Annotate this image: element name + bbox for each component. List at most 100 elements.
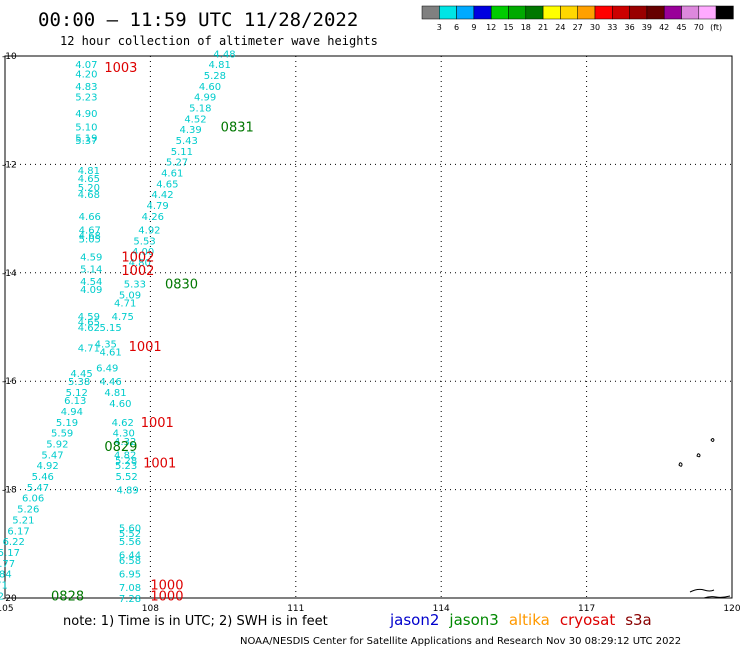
track-time-label: 1002 xyxy=(121,264,154,279)
colorbar-label: 33 xyxy=(607,23,617,32)
swh-value-label: 5.15 xyxy=(100,323,122,334)
swh-value-label: 5.20 xyxy=(78,183,100,194)
y-tick-label: -16 xyxy=(2,377,17,387)
swh-value-label: 6.13 xyxy=(64,396,86,407)
swh-value-label: 5.27 xyxy=(166,158,188,169)
swh-value-label: 4.65 xyxy=(156,179,178,190)
swh-value-label: 5.62 xyxy=(0,591,4,602)
swh-value-label: 4.61 xyxy=(161,169,183,180)
swh-value-label: 5.12 xyxy=(66,388,88,399)
swh-value-label: 4.62 xyxy=(112,418,134,429)
swh-value-label: 5.19 xyxy=(75,133,97,144)
track-time-label: 0828 xyxy=(51,589,84,604)
x-tick-label: 105 xyxy=(0,604,14,614)
swh-value-label: 4.61 xyxy=(100,347,122,358)
swh-value-label: 4.65 xyxy=(78,174,100,185)
swh-value-label: 6.84 xyxy=(0,602,1,613)
swh-value-label: 4.94 xyxy=(61,407,83,418)
swh-value-label: 4.59 xyxy=(78,312,100,323)
swh-value-label: 5.37 xyxy=(75,136,97,147)
plot-frame xyxy=(4,55,733,599)
credit-text: NOAA/NESDIS Center for Satellite Applica… xyxy=(240,636,681,647)
swh-value-label: 4.26 xyxy=(142,212,164,223)
y-tick-label: -18 xyxy=(2,486,17,496)
colorbar-label: 18 xyxy=(521,23,531,32)
track-time-label: 0829 xyxy=(104,440,137,455)
swh-value-label: 5.26 xyxy=(17,505,39,516)
track-time-label: 1000 xyxy=(150,578,183,593)
colorbar-label: 27 xyxy=(573,23,583,32)
track-time-label: 1001 xyxy=(141,416,174,431)
swh-value-label: 4.46 xyxy=(100,377,122,388)
swh-value-label: 5.05 xyxy=(79,235,101,246)
swh-value-label: 5.60 xyxy=(119,524,141,535)
swh-value-label: 7.28 xyxy=(119,594,141,605)
colorbar-label: 30 xyxy=(590,23,600,32)
y-tick-label: -14 xyxy=(2,269,17,279)
x-tick-label: 111 xyxy=(287,604,304,614)
axis-ticks: 105 108 111 114 117 120 -10 -12 -14 -16 -18 -20 xyxy=(0,52,740,614)
colorbar-label: 3 xyxy=(437,23,442,32)
swh-value-label: 5.56 xyxy=(119,537,141,548)
colorbar-label: 24 xyxy=(555,23,565,32)
colorbar-label: (ft) xyxy=(710,23,722,32)
swh-value-label: 5.28 xyxy=(204,71,226,82)
swh-value-label: 4.90 xyxy=(75,109,97,120)
colorbar-swatch xyxy=(612,5,630,20)
track-time-label: 0830 xyxy=(165,278,198,293)
x-tick-label: 108 xyxy=(142,604,159,614)
colorbar-swatch xyxy=(560,5,578,20)
track-time-label: 1000 xyxy=(150,589,183,604)
chart-title: 00:00 – 11:59 UTC 11/28/2022 xyxy=(38,9,358,31)
swh-value-label: 5.23 xyxy=(75,93,97,104)
swh-value-label: 5.14 xyxy=(80,264,102,275)
swh-value-label: 4.82 xyxy=(114,450,136,461)
swh-value-label: 4.83 xyxy=(75,82,97,93)
swh-value-label: 5.77 xyxy=(0,559,15,570)
colorbar-swatch xyxy=(646,5,665,20)
satellite-jason3: jason3 xyxy=(448,611,498,629)
swh-value-label: 5.47 xyxy=(41,450,63,461)
swh-value-label: 4.80 xyxy=(129,258,151,269)
color-legend: 3 6 9 12 15 18 21 24 27 30 33 36 39 42 45 70 (ft) xyxy=(421,5,734,32)
swh-value-label: 4.35 xyxy=(95,339,117,350)
swh-value-label: 4.92 xyxy=(138,225,160,236)
swh-value-label: 6.58 xyxy=(119,556,141,567)
colorbar-swatch xyxy=(681,5,700,20)
swh-value-label: 5.59 xyxy=(51,429,73,440)
land-features xyxy=(678,438,731,599)
swh-value-label: 4.81 xyxy=(78,166,100,177)
swh-value-label: 4.07 xyxy=(75,60,97,71)
swh-value-label: 4.60 xyxy=(109,399,131,410)
chart-subtitle: 12 hour collection of altimeter wave hei… xyxy=(60,34,378,48)
colorbar-swatch xyxy=(525,5,544,20)
swh-value-label: 4.71 xyxy=(114,299,136,310)
swh-value-label: 5.09 xyxy=(119,290,141,301)
swh-value-label: 4.99 xyxy=(194,93,216,104)
swh-value-label: 5.21 xyxy=(12,515,34,526)
track-time-label: 1001 xyxy=(143,457,176,472)
track-time-label: 1002 xyxy=(121,251,154,266)
track-time-label: 1003 xyxy=(104,61,137,76)
colorbar-label: 45 xyxy=(676,23,686,32)
swh-value-label: 4.52 xyxy=(184,114,206,125)
swh-value-label: 4.79 xyxy=(147,201,169,212)
swh-value-label: 4.81 xyxy=(209,60,231,71)
swh-value-label: 5.17 xyxy=(0,548,20,559)
colorbar-label: 36 xyxy=(625,23,635,32)
colorbar-swatch xyxy=(542,5,561,20)
swh-value-label: 4.20 xyxy=(75,69,97,80)
colorbar-label: 70 xyxy=(694,23,704,32)
swh-value-label: 5.53 xyxy=(133,236,155,247)
satellite-legend: jason2 jason3 altika cryosat s3a xyxy=(389,611,652,629)
colorbar-swatch xyxy=(663,5,682,20)
swh-value-label: 6.95 xyxy=(119,570,141,581)
colorbar-swatch xyxy=(577,5,596,20)
swh-value-label: 6.44 xyxy=(119,551,141,562)
swh-value-label: 6.22 xyxy=(3,537,25,548)
colorbar-swatch xyxy=(421,5,440,20)
swh-value-label: 6.06 xyxy=(22,494,44,505)
swh-value-label: 6.17 xyxy=(7,526,29,537)
